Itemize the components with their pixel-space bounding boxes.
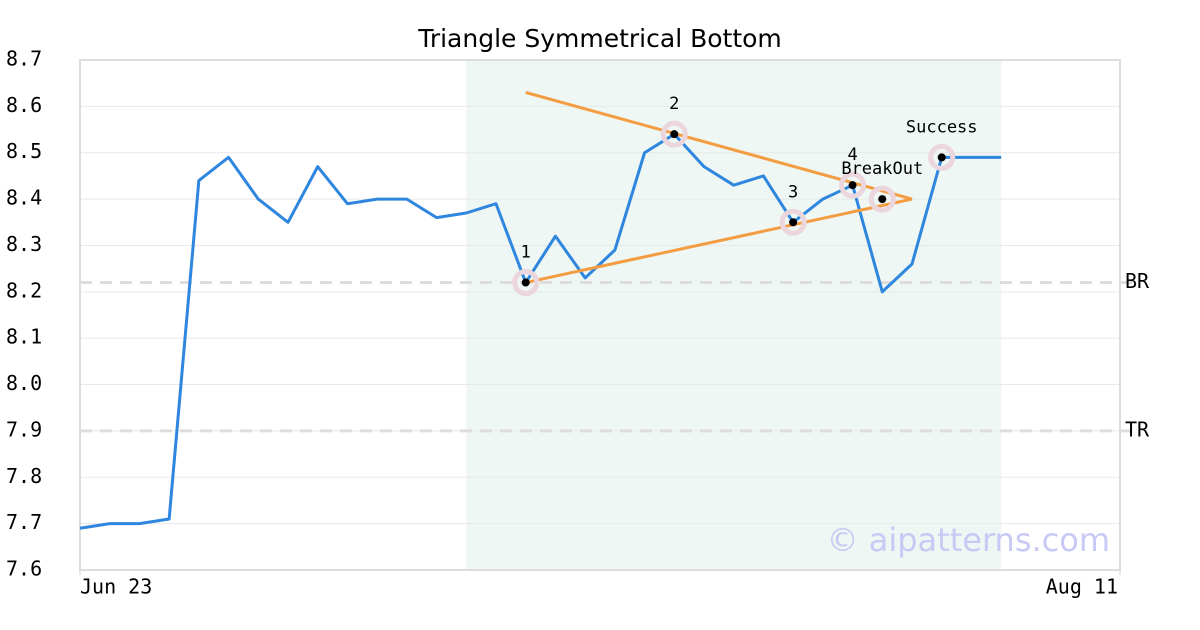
chart-title: Triangle Symmetrical Bottom: [417, 24, 782, 53]
point-halo: [660, 120, 688, 148]
point-label: BreakOut: [841, 159, 923, 179]
x-tick-label: Jun 23: [80, 575, 152, 599]
point-label: Success: [906, 117, 978, 137]
point-label: 4: [847, 145, 857, 165]
point-halo: [512, 269, 540, 297]
trend-line: [525, 91, 913, 201]
point-halo: [779, 208, 807, 236]
point: [937, 153, 946, 162]
point-halo: [839, 171, 867, 199]
y-tick-label: 7.7: [6, 510, 42, 534]
trend-line: [525, 197, 913, 285]
y-tick-label: 8.7: [6, 47, 42, 71]
point: [789, 218, 798, 227]
level-label: TR: [1125, 417, 1150, 441]
y-tick-label: 7.6: [6, 557, 42, 581]
y-tick-label: 8.0: [6, 371, 42, 395]
point: [878, 195, 887, 204]
point-label: 3: [788, 182, 798, 202]
point: [848, 181, 857, 190]
point-label: 1: [521, 243, 531, 263]
pattern-region: [466, 60, 1002, 570]
point: [670, 130, 679, 139]
y-tick-label: 8.6: [6, 93, 42, 117]
watermark: © aipatterns.com: [827, 521, 1110, 559]
level-label: BR: [1125, 269, 1150, 293]
y-tick-label: 8.2: [6, 278, 42, 302]
x-tick-label: Aug 11: [1046, 575, 1118, 599]
y-tick-label: 8.5: [6, 139, 42, 163]
plot-frame: [79, 59, 1121, 571]
y-tick-label: 8.4: [6, 186, 42, 210]
y-tick-label: 8.3: [6, 232, 42, 256]
point-halo: [868, 185, 896, 213]
point-label: 2: [669, 94, 679, 114]
y-tick-label: 7.8: [6, 464, 42, 488]
point: [521, 278, 530, 287]
point-halo: [928, 143, 956, 171]
y-tick-label: 8.1: [6, 325, 42, 349]
price-line: [79, 132, 1002, 530]
y-tick-label: 7.9: [6, 417, 42, 441]
